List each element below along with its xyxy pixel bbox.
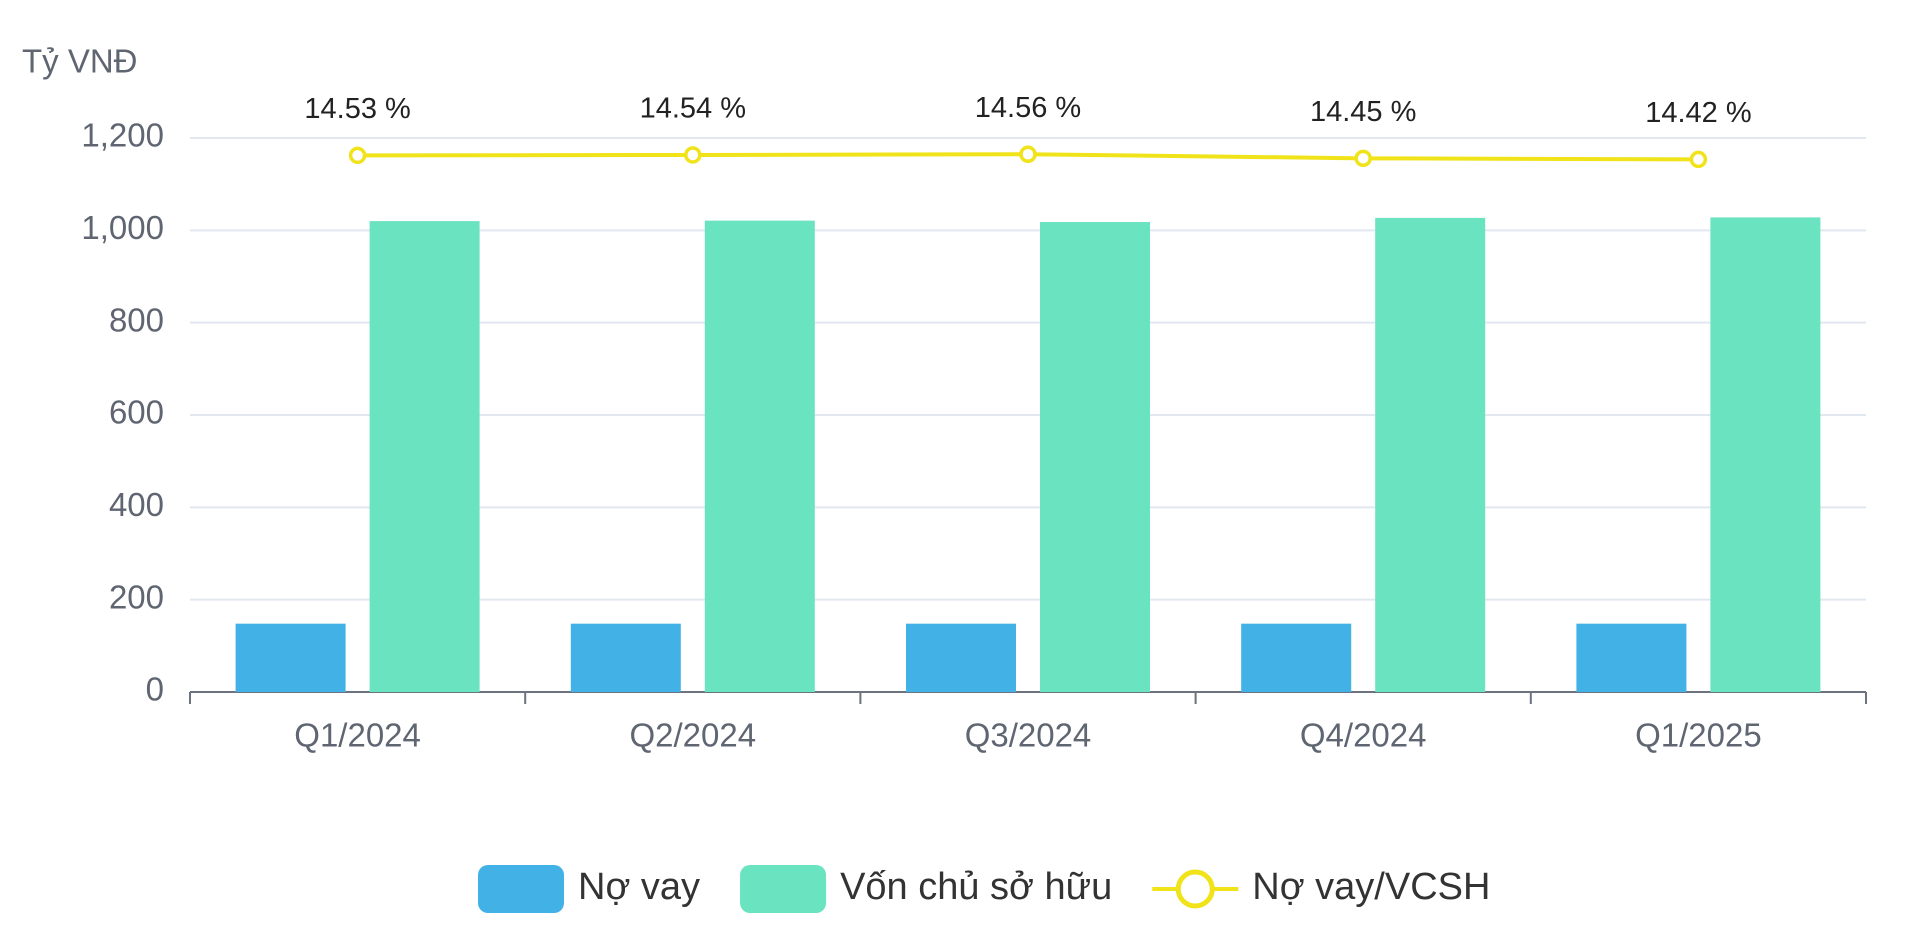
x-tick-label: Q3/2024 (965, 717, 1092, 754)
data-label: 14.54 % (640, 93, 746, 125)
y-tick-label: 0 (146, 671, 164, 708)
data-label: 14.53 % (304, 93, 410, 125)
y-tick-label: 1,200 (81, 117, 164, 154)
line-point (1354, 149, 1372, 168)
y-tick-label: 600 (109, 394, 164, 431)
bar (235, 623, 346, 692)
bar (1710, 217, 1821, 692)
bar (369, 221, 480, 692)
bar (570, 623, 681, 692)
x-tick-label: Q1/2025 (1635, 717, 1762, 754)
bar (1040, 222, 1150, 693)
bar (1375, 217, 1486, 692)
line-point (1019, 145, 1037, 164)
line-point (1689, 150, 1708, 169)
y-tick-label: 200 (109, 578, 164, 615)
bar (1576, 623, 1687, 692)
line-point (684, 146, 702, 164)
bar (906, 623, 1016, 692)
legend-label: Vốn chủ sở hữu (840, 866, 1112, 908)
y-axis-label: Tỷ VNĐ (22, 43, 138, 80)
bar (704, 220, 815, 692)
x-tick-label: Q1/2024 (294, 717, 421, 754)
y-tick-label: 400 (109, 486, 164, 523)
x-tick-label: Q4/2024 (1300, 717, 1427, 754)
data-label: 14.56 % (975, 92, 1081, 124)
legend-label: Nợ vay (578, 866, 700, 908)
y-tick-label: 800 (109, 301, 164, 338)
legend-swatch (740, 865, 827, 913)
legend-marker (1175, 869, 1215, 909)
x-tick-label: Q2/2024 (629, 717, 756, 754)
bar (1241, 623, 1352, 692)
data-label: 14.45 % (1310, 96, 1416, 128)
legend-swatch (478, 865, 564, 913)
line-point (348, 146, 367, 165)
data-label: 14.42 % (1645, 97, 1751, 129)
legend-label: Nợ vay/VCSH (1252, 866, 1490, 908)
y-tick-label: 1,000 (81, 209, 164, 246)
